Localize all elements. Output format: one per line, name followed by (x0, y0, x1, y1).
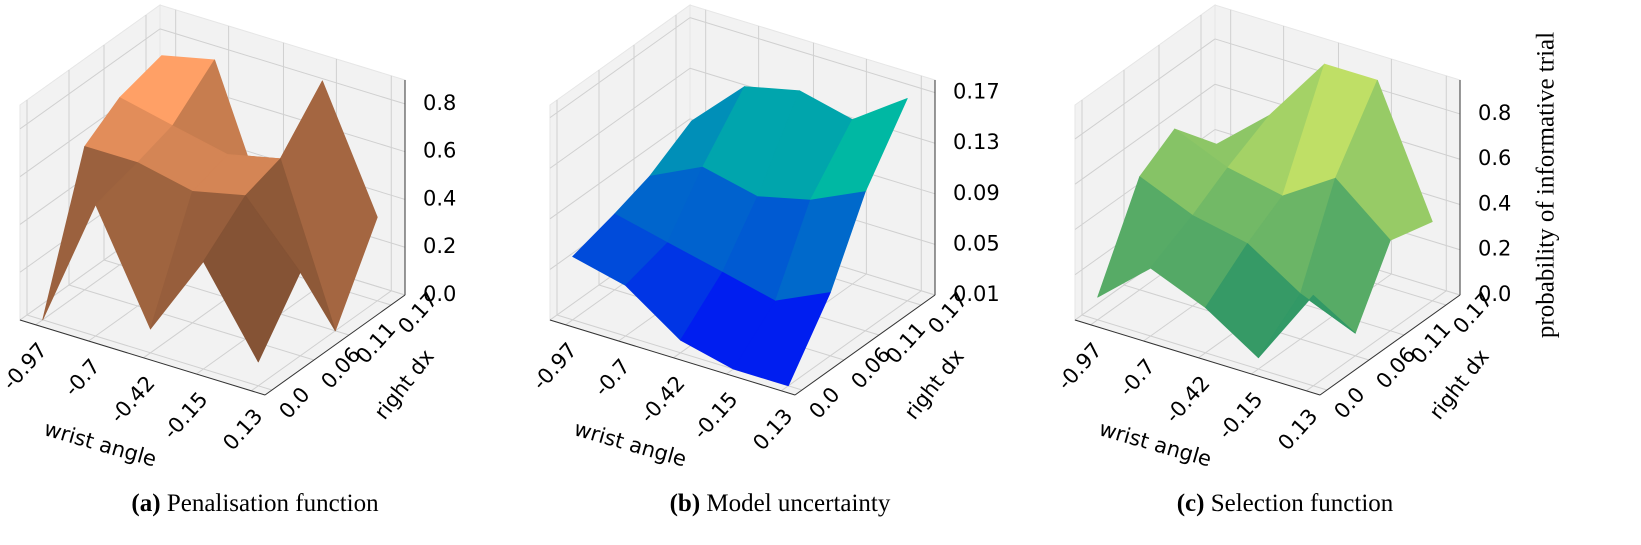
x-tick-label: 0.13 (218, 404, 267, 455)
z-tick-label: 0.6 (423, 139, 456, 163)
panel: -0.97 -0.7 -0.42-0.15 0.130.00.060.110.170.… (0, 4, 456, 517)
z-tick-label: 0.05 (953, 231, 1000, 255)
x-tick-label: -0.97 (0, 338, 52, 394)
x-tick-label: -0.97 (1053, 338, 1107, 394)
z-tick-label: 0.4 (423, 186, 456, 210)
y-axis-label: right dx (1425, 345, 1494, 424)
grid-line (549, 67, 691, 169)
caption-text: Penalisation function (167, 490, 379, 517)
grid-line (780, 290, 922, 392)
z-tick-label: 0.8 (1478, 101, 1511, 125)
y-axis-label: right dx (900, 345, 969, 424)
x-tick-label: -0.7 (590, 354, 635, 401)
z-tick-label: 0.6 (1478, 146, 1511, 170)
y-tick-label: 0.0 (274, 382, 314, 423)
x-tick-label: -0.42 (635, 371, 689, 427)
x-tick-label: -0.15 (688, 387, 742, 443)
caption-text: Selection function (1211, 490, 1394, 517)
grid-line (68, 284, 315, 361)
surface-patch (1258, 293, 1356, 359)
z-axis-label: probability of informative trial (1533, 32, 1560, 338)
x-axis-label: wrist angle (1096, 417, 1214, 472)
x-tick-label: -0.42 (1160, 371, 1214, 427)
z-tick-label: 0.2 (423, 234, 456, 258)
x-axis-label: wrist angle (41, 417, 159, 472)
grid-line (1305, 290, 1447, 392)
panel: -0.97 -0.7 -0.42-0.15 0.130.00.060.110.170.… (1053, 4, 1560, 517)
y-axis-label: right dx (370, 345, 439, 424)
caption: (b) Model uncertainty (670, 490, 891, 517)
x-tick-label: -0.7 (60, 354, 105, 401)
grid-line (19, 28, 161, 130)
surface-patch (733, 292, 831, 387)
axis-line (549, 319, 796, 396)
grid-line (26, 314, 273, 391)
caption-label: (c) (1177, 490, 1205, 517)
z-tick-label: 0.09 (953, 181, 1000, 205)
z-tick-label: 0.01 (953, 282, 1000, 306)
surface-patch (202, 195, 301, 363)
caption-label: (a) (131, 490, 160, 517)
grid-line (1074, 38, 1216, 140)
grid-line (549, 17, 691, 119)
z-tick-label: 0.8 (423, 91, 456, 115)
grid-line (1074, 83, 1216, 185)
grid-line (250, 290, 392, 392)
z-tick-label: 0.0 (1478, 282, 1511, 306)
grid-line (549, 118, 691, 220)
x-tick-label: 0.13 (1273, 404, 1322, 455)
z-tick-label: 0.0 (423, 282, 456, 306)
caption-label: (b) (670, 490, 701, 517)
x-tick-label: -0.7 (1115, 354, 1160, 401)
grid-line (159, 28, 406, 105)
panel: -0.97 -0.7 -0.42-0.15 0.130.00.060.110.170.… (528, 4, 1000, 517)
grid-line (1081, 314, 1328, 391)
z-tick-label: 0.13 (953, 130, 1000, 154)
axis-line (1319, 294, 1461, 396)
z-tick-label: 0.4 (1478, 191, 1511, 215)
axis-line (264, 294, 406, 396)
x-tick-label: -0.15 (158, 387, 212, 443)
y-tick-label: 0.0 (804, 382, 844, 423)
x-tick-label: 0.13 (748, 404, 797, 455)
y-tick-label: 0.0 (1329, 382, 1369, 423)
x-tick-label: -0.42 (105, 371, 159, 427)
x-tick-label: -0.15 (1213, 387, 1267, 443)
x-tick-label: -0.97 (528, 338, 582, 394)
axis-line (19, 319, 266, 396)
caption: (c) Selection function (1177, 490, 1394, 517)
axis-line (1074, 319, 1321, 396)
axis-line (794, 294, 936, 396)
z-tick-label: 0.17 (953, 80, 1000, 104)
z-tick-label: 0.2 (1478, 237, 1511, 261)
x-axis-label: wrist angle (571, 417, 689, 472)
caption: (a) Penalisation function (131, 490, 379, 517)
caption-text: Model uncertainty (706, 490, 890, 517)
grid-line (689, 17, 936, 94)
